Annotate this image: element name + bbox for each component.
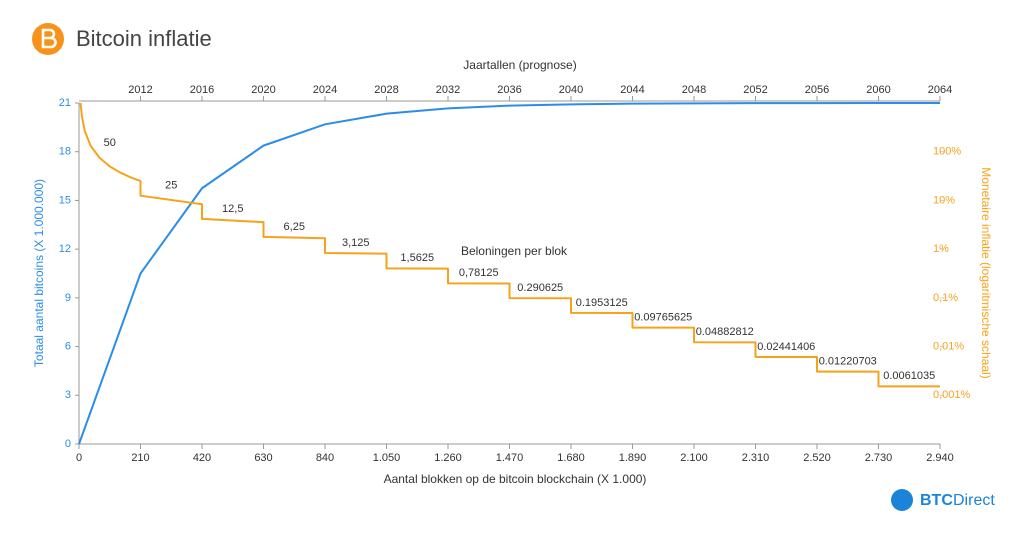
reward-label: 0.0061035: [883, 370, 935, 382]
y2-tick-label: 0,01%: [933, 340, 964, 352]
x-tick-label: 1.050: [373, 452, 401, 464]
brand-part1: BTC: [920, 492, 953, 509]
line-series: [79, 102, 941, 388]
y2-tick-label: 100%: [933, 146, 961, 158]
x-tick-label: 210: [131, 452, 149, 464]
x2-tick-label: 2040: [559, 84, 583, 96]
y2-tick-label: 1%: [933, 243, 949, 255]
y-tick-label: 21: [59, 97, 71, 109]
bitcoin-logo: [32, 23, 64, 55]
x2-tick-label: 2036: [497, 84, 521, 96]
x-tick-label: 1.260: [434, 452, 462, 464]
x-tick-label: 2.100: [680, 452, 708, 464]
y-tick-label: 6: [65, 340, 71, 352]
y2-tick-label: 0,001%: [933, 389, 971, 401]
reward-label: 0.09765625: [634, 312, 692, 324]
x2-tick-label: 2064: [928, 84, 952, 96]
x-tick-label: 0: [76, 452, 82, 464]
x-tick-label: 1.680: [557, 452, 585, 464]
x-tick-label: 420: [193, 452, 211, 464]
x-tick-label: 2.310: [742, 452, 770, 464]
logo-glyph: [41, 28, 57, 49]
reward-label: 0,78125: [459, 267, 499, 279]
x-tick-label: 2.940: [926, 452, 954, 464]
x2-tick-label: 2056: [805, 84, 829, 96]
reward-label: 12,5: [222, 203, 243, 215]
y2-axis-title: Monetaire inflatie (logaritmische schaal…: [979, 167, 993, 378]
y-tick-label: 0: [65, 438, 71, 450]
y2-tick-label: 0,1%: [933, 292, 958, 304]
line-series: [78, 102, 941, 445]
reward-label: 0.1953125: [576, 297, 628, 309]
x-tick-label: 840: [316, 452, 334, 464]
reward-label: 0.01220703: [819, 356, 877, 368]
y-tick-label: 3: [65, 389, 71, 401]
y2-tick-label: 10%: [933, 194, 955, 206]
x-tick-label: 2.520: [803, 452, 831, 464]
x2-tick-label: 2016: [190, 84, 214, 96]
x-tick-label: 2.730: [865, 452, 893, 464]
x-axis-title: Aantal blokken op de bitcoin blockchain …: [384, 472, 647, 486]
y-tick-label: 12: [59, 243, 71, 255]
brand: BTC Direct: [891, 489, 995, 511]
x2-tick-label: 2048: [682, 84, 706, 96]
reward-label: 3,125: [342, 237, 370, 249]
brand-icon: [891, 489, 913, 511]
x2-axis-title: Jaartallen (prognose): [463, 58, 576, 72]
x-tick-label: 1.890: [619, 452, 647, 464]
x2-tick-label: 2060: [866, 84, 890, 96]
x-tick-label: 1.470: [496, 452, 524, 464]
x2-tick-label: 2032: [436, 84, 460, 96]
x2-tick-label: 2020: [251, 84, 275, 96]
annotation: Beloningen per blok: [461, 244, 568, 258]
x2-tick-label: 2012: [128, 84, 152, 96]
reward-label: 0.02441406: [757, 341, 815, 353]
reward-label: 0.04882812: [696, 326, 754, 338]
x2-tick-label: 2028: [374, 84, 398, 96]
y-tick-label: 18: [59, 146, 71, 158]
reward-label: 0.290625: [517, 282, 563, 294]
reward-label: 25: [165, 180, 177, 192]
brand-part2: Direct: [953, 492, 995, 509]
x2-tick-label: 2044: [620, 84, 644, 96]
reward-label: 6,25: [284, 221, 305, 233]
reward-label: 50: [104, 137, 116, 149]
y-axis-title: Totaal aantal bitcoins (X 1.000.000): [32, 179, 46, 367]
x2-tick-label: 2052: [743, 84, 767, 96]
x-tick-label: 630: [254, 452, 272, 464]
y-tick-label: 15: [59, 194, 71, 206]
reward-label: 1,5625: [400, 252, 434, 264]
chart-title: Bitcoin inflatie: [76, 26, 212, 51]
x2-tick-label: 2024: [313, 84, 337, 96]
y-tick-label: 9: [65, 292, 71, 304]
